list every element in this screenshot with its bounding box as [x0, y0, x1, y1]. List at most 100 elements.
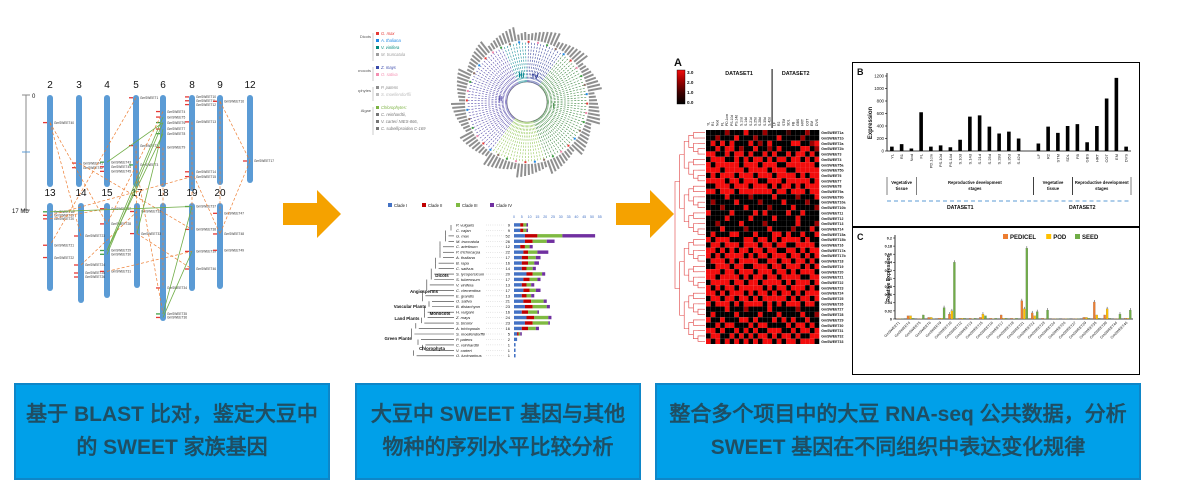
- heatmap-cell: [757, 167, 763, 173]
- gene-label: GmSWEET42: [83, 166, 103, 170]
- bar: [940, 318, 943, 320]
- dendrogram-bracket: [693, 276, 698, 286]
- heat-scale-label: 3.0: [687, 70, 694, 75]
- stacked-bar-segment: [514, 354, 516, 358]
- bar: [958, 139, 962, 151]
- heatmap-cell: [762, 274, 768, 280]
- heatmap-cell: [800, 231, 806, 237]
- heatmap-cell: [814, 162, 820, 168]
- heatmap-cell: [743, 162, 749, 168]
- heatmap-cell: [706, 333, 711, 339]
- heatmap-cell: [767, 269, 773, 275]
- dendrogram-bracket: [693, 303, 698, 313]
- heatmap-cell: [743, 226, 749, 232]
- leaf-label-stub: [475, 47, 486, 58]
- species-name: V. carteri: [456, 348, 472, 353]
- bar: [1085, 317, 1088, 320]
- heatmap-cell: [805, 322, 810, 328]
- stacked-bar-segment: [524, 304, 533, 309]
- stacked-bar-segment: [526, 315, 535, 320]
- heatmap-cell: [743, 279, 749, 286]
- legend-group-bryophytes: Bryophytes: [358, 88, 371, 93]
- heatmap-cell: [724, 295, 730, 302]
- heatmap-cell: [814, 220, 820, 227]
- stacked-bar-segment: [520, 228, 524, 233]
- heatmap-cell: [795, 220, 801, 227]
- bar: [994, 318, 997, 320]
- leaf-label-stub: [456, 76, 469, 83]
- heatmap-cell: [800, 220, 806, 227]
- stacked-bar-segment: [532, 304, 547, 309]
- heatmap-cell: [814, 327, 820, 334]
- heatmap-cell: [706, 140, 711, 147]
- species-dot: [471, 126, 474, 129]
- heatmap-cell: [720, 204, 725, 211]
- chromosome-number: 15: [101, 188, 113, 199]
- leaf-label-stub: [549, 32, 557, 46]
- heatmap-cell: [814, 215, 820, 221]
- heatmap-cell: [776, 130, 782, 136]
- heatmap-cell: [734, 295, 740, 302]
- heatmap-cell: [743, 258, 749, 264]
- heatmap-cell: [748, 167, 754, 173]
- heatmap-cell: [715, 253, 721, 259]
- heatmap-cell: [805, 295, 810, 302]
- heatmap-cell: [795, 269, 801, 275]
- synteny-link-green: [136, 128, 164, 234]
- heatmap-row-label: GmSWEET16: [821, 244, 843, 248]
- heatmap-cell: [724, 306, 730, 312]
- tree-branch: [532, 121, 545, 160]
- heatmap-cell: [757, 258, 763, 264]
- stacked-bar-segment: [526, 283, 532, 287]
- heatmap-cell: [748, 172, 754, 179]
- heatmap-cell: [753, 231, 758, 237]
- bar: [1031, 312, 1034, 320]
- leaf-label-stub: [558, 154, 566, 164]
- gene-label: GmSWEET33: [141, 232, 161, 236]
- heatmap-cell: [729, 183, 735, 189]
- tree-branch: [467, 104, 508, 111]
- heatmap-cell: [786, 274, 791, 280]
- heatmap-cell: [800, 333, 806, 339]
- heatmap-cell: [748, 194, 754, 200]
- species-count: 17: [506, 255, 511, 260]
- heatmap-cell: [767, 242, 773, 248]
- species-dot: [585, 111, 588, 114]
- heatmap-cell: [809, 290, 815, 296]
- heatmap-cell: [781, 178, 787, 184]
- heatmap-cell: [748, 237, 754, 243]
- dendrogram-bracket: [683, 301, 689, 329]
- heatmap-cell: [781, 162, 787, 168]
- synteny-link-orange: [191, 171, 221, 235]
- stacked-bar-segment: [532, 321, 549, 325]
- bar: [1082, 317, 1086, 320]
- leaf-label-stub: [483, 152, 493, 166]
- heatmap-row-label: GmSWEET31: [821, 329, 843, 333]
- heatmap-cell: [720, 199, 725, 205]
- heatmap-row-label: GmSWEET28: [821, 313, 843, 317]
- heatmap-cell: [753, 306, 758, 312]
- leaf-label-stub: [457, 68, 472, 77]
- heatmap-cell: [776, 322, 782, 328]
- tree-inner-circle: [506, 81, 548, 123]
- axis-tick: 10: [528, 215, 532, 219]
- heatmap-cell: [739, 215, 744, 221]
- heatmap-cell: [715, 156, 721, 163]
- heatmap-col-label: R1: [711, 122, 715, 126]
- heatmap-cell: [781, 274, 787, 280]
- heatmap-cell: [795, 151, 801, 157]
- scale-label-17mb: 17 Mb: [12, 209, 29, 215]
- leaf-label-stub: [546, 160, 554, 174]
- heatmap-cell: [805, 199, 810, 205]
- heatmap-cell: [776, 317, 782, 323]
- heatmap-cell: [795, 210, 801, 216]
- leaf-label-stub: [465, 127, 472, 133]
- heatmap-cell: [720, 295, 725, 302]
- heatmap-cell: [776, 204, 782, 211]
- heatmap-cell: [743, 178, 749, 184]
- heatmap-cell: [739, 285, 744, 291]
- heatmap-cell: [739, 322, 744, 328]
- stacked-bar-segment: [543, 299, 547, 303]
- gene-label: GmSWEET49: [224, 249, 244, 253]
- leaf-label-stub: [575, 54, 588, 66]
